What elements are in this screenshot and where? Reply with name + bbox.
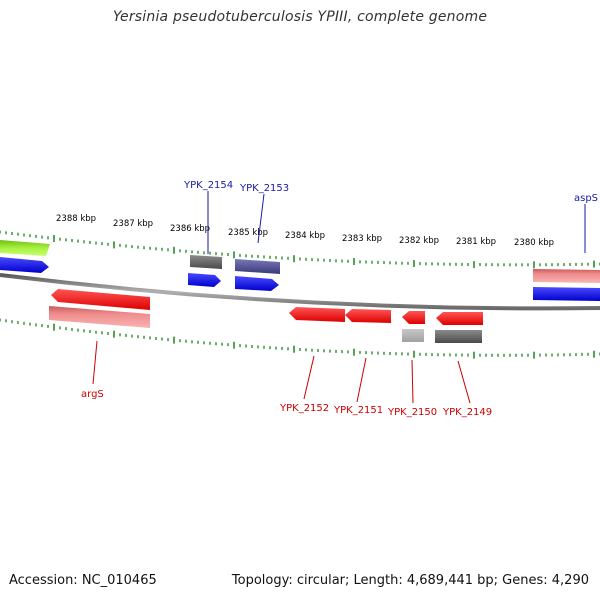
gene-asps-arrow[interactable]: [533, 287, 600, 301]
gene-ypk-2153-purple[interactable]: [235, 259, 280, 274]
tick-label-2382: 2382 kbp: [399, 236, 439, 246]
gene-args-arrow[interactable]: [51, 289, 150, 310]
accession-text: Accession: NC_010465: [9, 573, 157, 588]
label-leaders-reverse: [92, 340, 471, 404]
label-asps[interactable]: aspS: [574, 193, 598, 204]
gene-ypk-2154-arrow[interactable]: [188, 273, 221, 287]
tick-label-2386: 2386 kbp: [170, 224, 210, 234]
gene-args-pink[interactable]: [49, 306, 150, 328]
reverse-features: [49, 289, 483, 343]
gene-ypk-2150-gray[interactable]: [402, 329, 424, 342]
tick-label-2380: 2380 kbp: [514, 238, 554, 248]
gene-ypk-2150-arrow[interactable]: [402, 311, 425, 324]
gene-ypk-2154-gray[interactable]: [190, 255, 222, 269]
gene-asps-pink[interactable]: [533, 269, 600, 283]
forward-gene-labels: YPK_2154 YPK_2153 aspS: [183, 180, 598, 204]
genome-title: Yersinia pseudotuberculosis YPIII, compl…: [112, 9, 488, 25]
gene-ypk-2151-arrow[interactable]: [345, 309, 391, 323]
tick-label-2383: 2383 kbp: [342, 234, 382, 244]
lower-tick-track: [0, 318, 600, 359]
label-ypk-2151[interactable]: YPK_2151: [333, 405, 383, 416]
tick-label-2388: 2388 kbp: [56, 214, 96, 224]
tick-label-2384: 2384 kbp: [285, 231, 325, 241]
reverse-gene-labels: argS YPK_2152 YPK_2151 YPK_2150 YPK_2149: [81, 389, 492, 418]
cds-arrow-left-forward[interactable]: [0, 257, 49, 273]
label-ypk-2153[interactable]: YPK_2153: [239, 183, 289, 194]
forward-features: [0, 240, 600, 301]
gene-ypk-2153-arrow[interactable]: [235, 276, 279, 291]
tick-labels: 2388 kbp 2387 kbp 2386 kbp 2385 kbp 2384…: [56, 214, 554, 248]
gene-ypk-2149-gray[interactable]: [435, 330, 482, 343]
tick-label-2387: 2387 kbp: [113, 219, 153, 229]
label-ypk-2152[interactable]: YPK_2152: [279, 403, 329, 414]
genome-stats-text: Topology: circular; Length: 4,689,441 bp…: [231, 573, 589, 588]
gene-ypk-2152-arrow[interactable]: [289, 307, 345, 322]
label-leaders-forward: [207, 191, 586, 254]
rna-feature[interactable]: [0, 240, 50, 256]
label-args[interactable]: argS: [81, 389, 104, 400]
genome-backbone: [0, 273, 600, 311]
tick-label-2381: 2381 kbp: [456, 237, 496, 247]
label-ypk-2150[interactable]: YPK_2150: [387, 407, 437, 418]
upper-tick-track: [0, 230, 600, 269]
label-ypk-2154[interactable]: YPK_2154: [183, 180, 233, 191]
gene-ypk-2149-arrow[interactable]: [436, 312, 483, 325]
tick-label-2385: 2385 kbp: [228, 228, 268, 238]
label-ypk-2149[interactable]: YPK_2149: [442, 407, 492, 418]
